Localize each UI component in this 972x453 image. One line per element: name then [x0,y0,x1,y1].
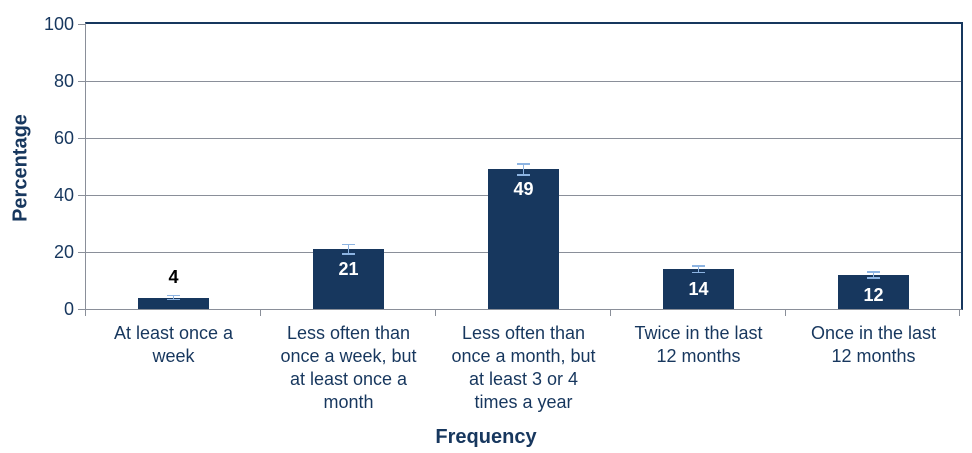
y-axis-tick [78,137,85,139]
x-axis-tick [610,309,611,316]
y-axis-tick [78,308,85,310]
error-bar-line [872,271,875,279]
y-axis-tick [78,23,85,25]
y-tick-label: 0 [63,299,74,319]
y-tick-label: 60 [53,128,74,148]
plot-area: 4 21 49 14 12 [85,22,963,310]
error-bar-cap-bottom [342,253,355,255]
error-bar-cap-top [517,163,530,165]
x-axis-tick [785,309,786,316]
category-label-line: month [323,392,374,412]
bar [138,297,209,309]
error-bar-cap-bottom [167,298,180,301]
category-label: At least once a week [86,322,261,368]
category-label-line: 12 months [656,346,741,366]
bar [663,269,734,309]
gridline [86,137,961,139]
category-label-line: once a week, but [280,346,417,366]
value-label: 12 [863,284,884,305]
value-label: 21 [338,259,359,280]
y-axis-tick [78,194,85,196]
category-label-line: Twice in the last [634,323,763,343]
y-tick-label: 100 [43,14,74,34]
category-label-line: 12 months [831,346,916,366]
y-tick-label: 80 [53,71,74,91]
error-bar-cap-top [867,271,880,273]
category-label-line: Less often than [286,323,411,343]
bar [838,274,909,309]
value-label: 14 [688,279,709,300]
value-label: 4 [168,266,179,287]
category-label: Once in the last 12 months [786,322,961,368]
value-label: 49 [513,179,534,200]
bar [313,249,384,309]
gridline [86,80,961,82]
category-label-line: At least once a [113,323,234,343]
error-bar-line [172,294,175,301]
bar [488,169,559,309]
y-tick-label: 40 [53,185,74,205]
category-label: Less often than once a week, but at least … [261,322,436,414]
error-bar-cap-bottom [517,174,530,176]
error-bar-line [522,163,525,176]
x-axis-tick [85,309,86,316]
category-label: Twice in the last 12 months [611,322,786,368]
category-label-line: times a year [474,392,573,412]
error-bar-cap-top [342,243,355,246]
x-axis-title: Frequency [435,426,537,448]
x-axis-tick [435,309,436,316]
category-label-line: week [152,346,195,366]
category-label-line: at least once a [289,369,408,389]
category-label-line: at least 3 or 4 [468,369,579,389]
category-label: Less often than once a month, but at least… [436,322,611,414]
error-bar-cap-bottom [867,277,880,279]
x-axis-tick [959,309,960,316]
category-label-line: once a month, but [451,346,596,366]
error-bar-cap-top [692,265,705,267]
y-tick-label: 20 [53,242,74,262]
error-bar-cap-top [167,294,180,297]
y-axis-tick [78,251,85,253]
error-bar-line [347,243,350,255]
category-label-line: Less often than [461,323,586,343]
x-axis-tick [260,309,261,316]
error-bar-cap-bottom [692,271,705,274]
y-axis-tick [78,80,85,82]
error-bar-line [697,265,700,274]
category-label-line: Once in the last [810,323,937,343]
